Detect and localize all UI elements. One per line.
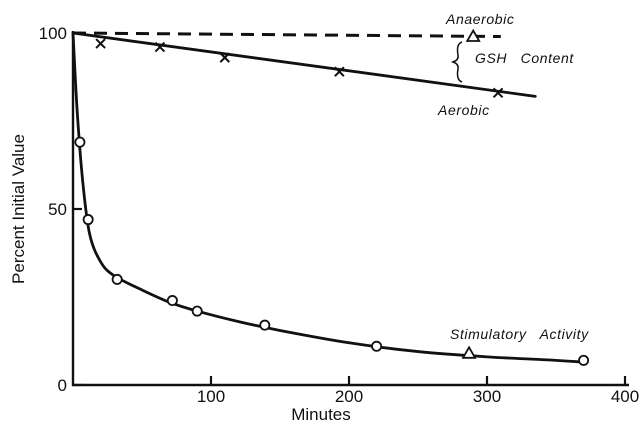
stimulatory-activity-label: Stimulatory Activity (450, 326, 589, 342)
x-tick-label: 200 (335, 387, 363, 406)
gsh-content-label: GSH Content (475, 50, 574, 66)
x-tick-label: 100 (197, 387, 225, 406)
data-point-circle (82, 214, 94, 226)
data-point-circle (371, 340, 383, 352)
data-point-x (154, 41, 166, 53)
series-layer (71, 31, 585, 364)
data-point-x (219, 52, 231, 63)
data-point-circle (578, 354, 590, 366)
x-axis-label: Minutes (291, 405, 351, 424)
x-stroke (492, 87, 504, 99)
data-point-x (95, 38, 106, 49)
data-point-x (492, 87, 504, 99)
series-line-stimulatory-activity (71, 31, 585, 364)
data-point-circle (166, 295, 178, 307)
y-axis-label: Percent Initial Value (9, 134, 28, 284)
data-point-circle (191, 305, 203, 317)
series-line-anaerobic (72, 31, 501, 39)
data-point-circle (259, 319, 271, 331)
x-stroke (334, 66, 345, 77)
aerobic-label: Aerobic (437, 102, 490, 118)
x-tick-label: 300 (473, 387, 501, 406)
gsh-brace (450, 41, 463, 83)
data-point-triangle (465, 28, 481, 42)
data-point-circle (74, 136, 86, 148)
y-tick-label: 0 (58, 376, 67, 395)
data-point-triangle (461, 345, 477, 359)
axes: 100 200 300 400 0 50 100 (39, 24, 640, 406)
marker-layer (74, 28, 590, 366)
series-line-aerobic (71, 31, 537, 98)
y-tick-label: 50 (48, 200, 67, 219)
data-point-x (334, 66, 345, 77)
x-stroke (219, 52, 231, 63)
x-tick-label: 400 (611, 387, 639, 406)
y-tick-label: 100 (39, 24, 67, 43)
x-stroke (154, 41, 166, 53)
data-point-circle (111, 273, 123, 285)
anaerobic-label: Anaerobic (445, 11, 514, 27)
x-stroke (95, 38, 106, 49)
